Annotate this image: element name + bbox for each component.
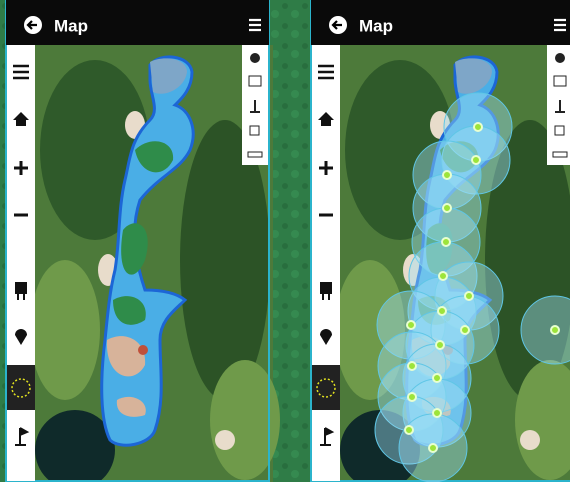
top-bar (6, 0, 269, 45)
circle-tool[interactable] (11, 378, 31, 398)
sidebar (312, 45, 340, 481)
ruler-button[interactable] (247, 151, 263, 158)
zoom-in[interactable] (14, 161, 28, 175)
pin-tool[interactable] (320, 329, 332, 345)
menu-button[interactable] (554, 18, 566, 32)
screen: Map (5, 0, 282, 482)
globe-button[interactable] (250, 53, 260, 63)
home-button[interactable] (318, 112, 334, 126)
screen-title: Map (359, 16, 393, 35)
distance-tool[interactable] (320, 282, 332, 300)
sidebar-active (312, 365, 340, 410)
distance-tool[interactable] (15, 282, 27, 300)
ruler-button[interactable] (552, 151, 568, 158)
zoom-in[interactable] (319, 161, 333, 175)
flag-tool[interactable] (15, 427, 30, 446)
sidebar-active (7, 365, 35, 410)
tee-button[interactable] (555, 100, 565, 113)
flag-tool[interactable] (320, 427, 335, 446)
screen-title: Map (54, 16, 88, 35)
sensor-points[interactable] (404, 122, 560, 453)
sidebar-menu[interactable] (13, 64, 29, 80)
screen-frame (5, 0, 270, 482)
top-bar (311, 0, 570, 45)
sidebar (7, 45, 35, 481)
screen: Map (310, 0, 570, 482)
map-button[interactable] (248, 75, 262, 87)
sidebar-menu[interactable] (318, 64, 334, 80)
menu-button[interactable] (249, 18, 261, 32)
layers-button[interactable] (249, 125, 260, 136)
globe-button[interactable] (555, 53, 565, 63)
tee-button[interactable] (250, 100, 260, 113)
home-button[interactable] (13, 112, 29, 126)
map-toolbar (547, 45, 570, 165)
map-button[interactable] (553, 75, 567, 87)
layers-button[interactable] (554, 125, 565, 136)
pin-tool[interactable] (15, 329, 27, 345)
circle-tool[interactable] (316, 378, 336, 398)
